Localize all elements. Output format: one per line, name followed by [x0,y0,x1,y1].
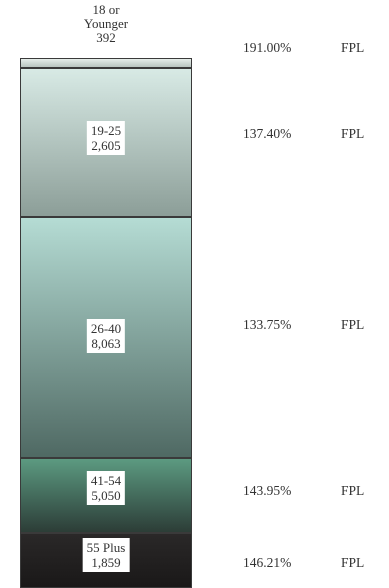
segment-value-18-or-younger: 392 [96,30,116,45]
fpl-unit-18-or-younger: FPL [341,40,365,55]
fpl-row-26-40: 133.75% FPL [243,317,364,333]
fpl-row-19-25: 137.40% FPL [243,126,364,142]
segment-category-18-or-younger: 18 or Younger [83,2,129,31]
segment-label-19-25: 19-25 2,605 [86,121,126,155]
segment-label-26-40: 26-40 8,063 [86,319,126,353]
segment-label-55-plus: 55 Plus 1,859 [82,538,130,572]
fpl-unit-41-54: FPL [341,483,365,498]
segment-category-19-25: 19-25 [90,123,122,138]
segment-category-55-plus: 55 Plus [86,540,126,555]
fpl-value-41-54: 143.95% [243,483,292,498]
fpl-value-55-plus: 146.21% [243,555,292,570]
fpl-unit-19-25: FPL [341,126,365,141]
fpl-value-26-40: 133.75% [243,317,292,332]
fpl-unit-26-40: FPL [341,317,365,332]
segment-55-plus: 55 Plus 1,859 [20,533,192,588]
segment-26-40: 26-40 8,063 [20,217,192,458]
fpl-unit-55-plus: FPL [341,555,365,570]
segment-18-or-younger [20,58,192,68]
segment-41-54: 41-54 5,050 [20,458,192,533]
fpl-row-55-plus: 146.21% FPL [243,555,364,571]
segment-19-25: 19-25 2,605 [20,68,192,217]
segment-label-41-54: 41-54 5,050 [86,471,126,505]
segment-value-41-54: 5,050 [91,488,121,503]
fpl-row-41-54: 143.95% FPL [243,483,364,499]
segment-value-55-plus: 1,859 [91,555,121,570]
segment-label-18-or-younger: 18 or Younger 392 [73,3,139,45]
segment-category-41-54: 41-54 [90,473,122,488]
segment-category-26-40: 26-40 [90,321,122,336]
segment-value-26-40: 8,063 [91,336,121,351]
fpl-value-18-or-younger: 191.00% [243,40,292,55]
segment-value-19-25: 2,605 [91,138,121,153]
fpl-value-19-25: 137.40% [243,126,292,141]
fpl-row-18-or-younger: 191.00% FPL [243,40,364,56]
